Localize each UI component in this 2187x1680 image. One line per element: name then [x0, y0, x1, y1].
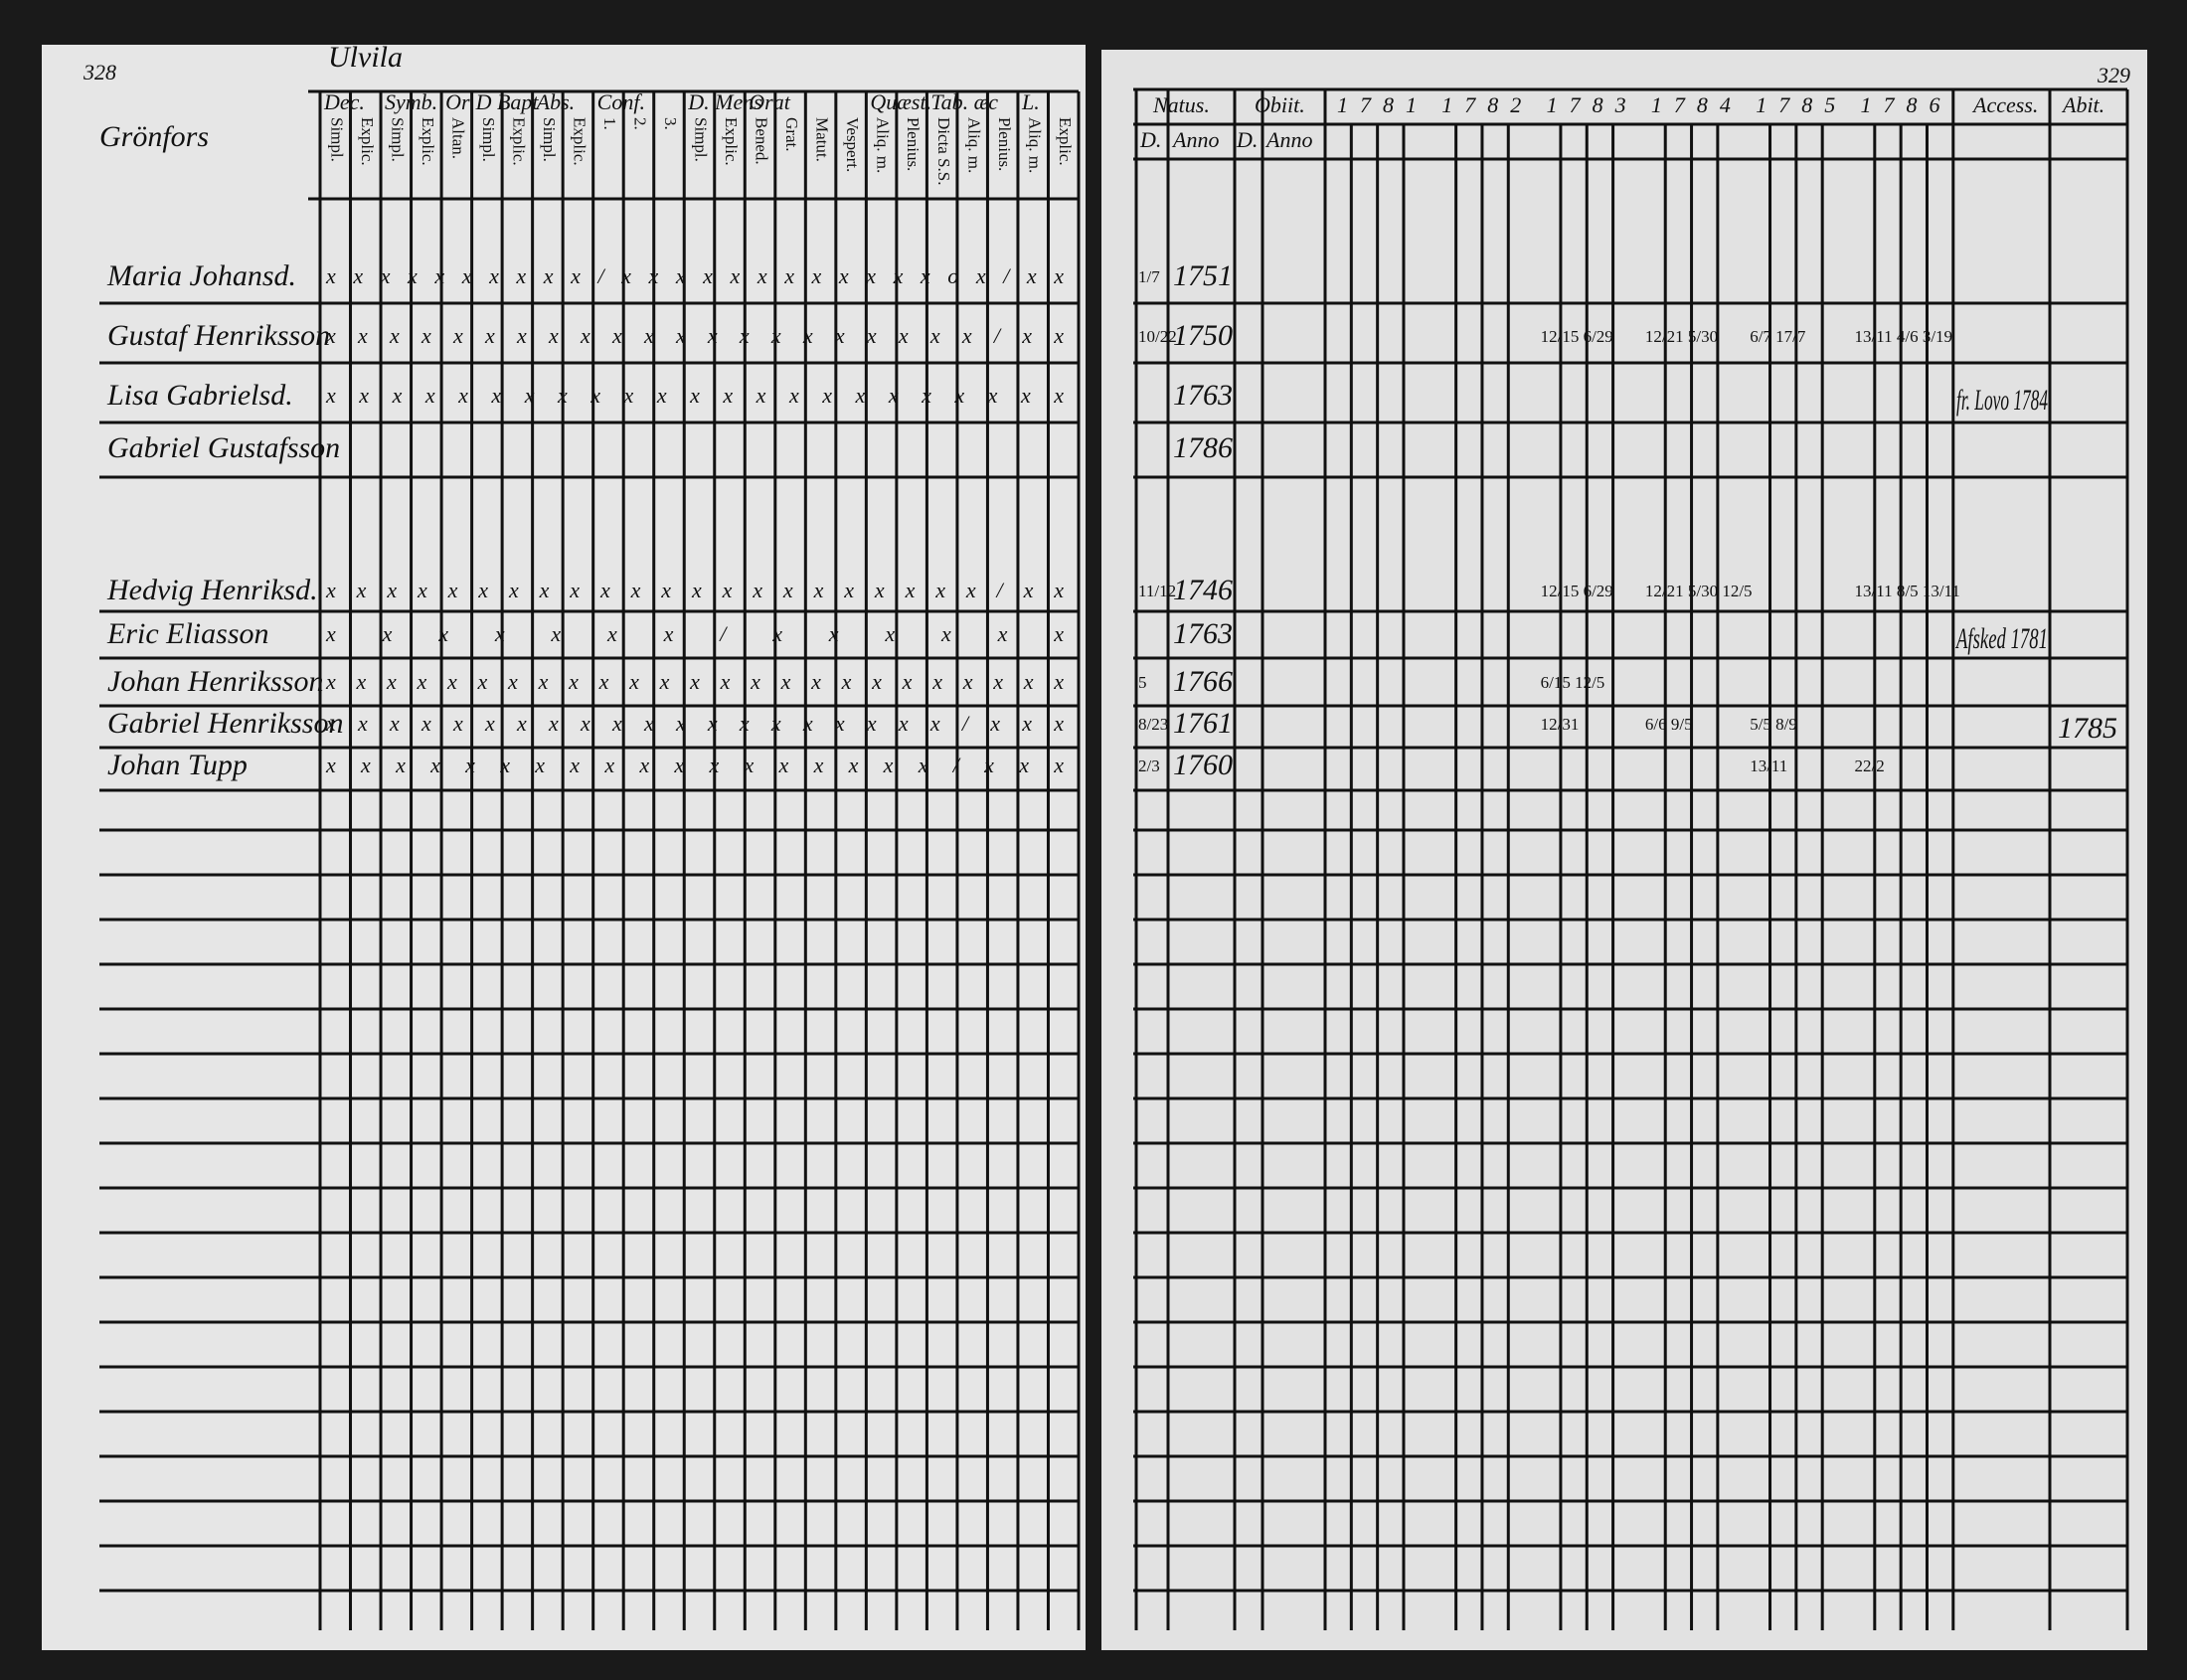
column-sub-label: Explic.: [509, 117, 528, 166]
person-name: Gustaf Henriksson: [107, 319, 330, 352]
page-number: 329: [2097, 63, 2130, 87]
column-sub-label: Simpl.: [388, 117, 407, 162]
exam-marks: x x x x x x x / x x x x x x: [325, 621, 1065, 646]
communion-dates: 22/2: [1855, 756, 1885, 775]
column-sub-label: Matut.: [813, 117, 832, 162]
column-sub-label: Explic.: [1056, 117, 1075, 166]
exam-marks: x x x x x x x x x x x x x x x x x x x x …: [325, 669, 1065, 694]
column-sub-label: Bened.: [753, 117, 771, 165]
exam-marks: x x x x x x x x x x / x x x x x x x x x …: [325, 263, 1065, 288]
column-sub-label: Simpl.: [327, 117, 346, 162]
birth-day: 11/12: [1138, 582, 1176, 600]
person-name: Johan Henriksson: [107, 665, 323, 698]
column-sub-label: Explic.: [571, 117, 589, 166]
column-label: Abs.: [535, 89, 576, 114]
communion-dates: 6/7 17/7: [1750, 327, 1806, 346]
person-name: Johan Tupp: [107, 749, 248, 781]
column-label: Dec.: [323, 89, 365, 114]
parish: Ulvila: [328, 41, 403, 74]
communion-dates: 12/21 5/30: [1645, 327, 1718, 346]
person-name: Lisa Gabrielsd.: [106, 379, 293, 412]
birth-day: 8/23: [1138, 715, 1168, 734]
header: Obiit.: [1255, 92, 1305, 117]
column-label: Conf.: [597, 89, 645, 114]
column-sub-label: Simpl.: [692, 117, 711, 162]
column-sub-label: Explic.: [358, 117, 377, 166]
birth-day: 1/7: [1138, 267, 1160, 286]
header: Anno: [1171, 127, 1219, 152]
column-sub-label: Aliq. m.: [1025, 117, 1044, 173]
birth-year: 1750: [1173, 319, 1233, 352]
abiit-note: 1785: [2058, 712, 2117, 745]
communion-dates: 12/21 5/30 12/5: [1645, 582, 1753, 600]
communion-dates: 12/15 6/29: [1541, 582, 1613, 600]
communion-dates: 6/6 9/5: [1645, 715, 1693, 734]
birth-year: 1760: [1173, 749, 1233, 781]
column-label: Or: [445, 89, 470, 114]
person-name: Gabriel Henriksson: [107, 707, 343, 740]
birth-year: 1766: [1173, 665, 1233, 698]
birth-year: 1751: [1173, 259, 1233, 292]
birth-year: 1786: [1173, 431, 1233, 464]
person-name: Maria Johansd.: [106, 259, 296, 292]
header: Access.: [1971, 92, 2038, 117]
column-sub-label: Simpl.: [540, 117, 559, 162]
header: D.: [1139, 127, 1161, 152]
exam-marks: x x x x x x x x x x x x x x x x x x / x …: [325, 753, 1065, 777]
birth-day: 5: [1138, 673, 1147, 692]
communion-dates: 12/15 6/29: [1541, 327, 1613, 346]
column-sub-label: Dicta S.S.: [934, 117, 953, 185]
column-sub-label: 3.: [661, 117, 680, 130]
column-sub-label: Explic.: [419, 117, 437, 166]
column-label: D. Mens: [687, 89, 762, 114]
right-page: [1101, 50, 2147, 1650]
column-sub-label: Explic.: [722, 117, 741, 166]
column-sub-label: Plenius.: [904, 117, 923, 171]
person-name: Hedvig Henriksd.: [106, 574, 318, 606]
birth-year: 1761: [1173, 707, 1233, 740]
column-sub-label: 1.: [600, 117, 619, 130]
communion-dates: 13/11 8/5 13/11: [1855, 582, 1960, 600]
column-sub-label: Plenius.: [995, 117, 1014, 171]
birth-year: 1746: [1173, 574, 1233, 606]
accessit-note: Afsked 1781: [1955, 622, 2048, 655]
header: D.: [1236, 127, 1258, 152]
column-sub-label: Aliq. m.: [964, 117, 983, 173]
column-label: Orat: [749, 89, 790, 114]
person-name: Eric Eliasson: [106, 617, 269, 650]
communion-dates: 13/11: [1750, 756, 1787, 775]
column-sub-label: Simpl.: [479, 117, 498, 162]
birth-year: 1763: [1173, 617, 1233, 650]
birth-day: 2/3: [1138, 756, 1160, 775]
page-number: 328: [83, 60, 116, 84]
communion-dates: 5/5 8/9: [1750, 715, 1797, 734]
birth-day: 10/22: [1138, 327, 1177, 346]
header: Abit.: [2061, 92, 2104, 117]
village-heading: Grönfors: [99, 120, 209, 153]
header: Natus.: [1152, 92, 1210, 117]
communion-dates: 13/11 4/6 3/19: [1855, 327, 1953, 346]
header: Anno: [1264, 127, 1312, 152]
communion-dates: 12/31: [1541, 715, 1580, 734]
column-label: D Bapt: [475, 89, 540, 114]
column-sub-label: Altan.: [448, 117, 467, 159]
person-name: Gabriel Gustafsson: [107, 431, 340, 464]
column-label: L.: [1021, 89, 1040, 114]
column-sub-label: Aliq. m.: [874, 117, 893, 173]
column-sub-label: 2.: [631, 117, 650, 130]
communion-dates: 6/15 12/5: [1541, 673, 1605, 692]
exam-marks: x x x x x x x x x x x x x x x x x x x x …: [325, 383, 1065, 408]
column-label: Quæst.: [870, 89, 931, 114]
column-sub-label: Vespert.: [843, 117, 862, 172]
accessit-note: fr. Lovo 1784: [1956, 384, 2048, 417]
birth-year: 1763: [1173, 379, 1233, 412]
column-sub-label: Grat.: [782, 117, 801, 151]
exam-marks: x x x x x x x x x x x x x x x x x x x x …: [325, 578, 1065, 602]
